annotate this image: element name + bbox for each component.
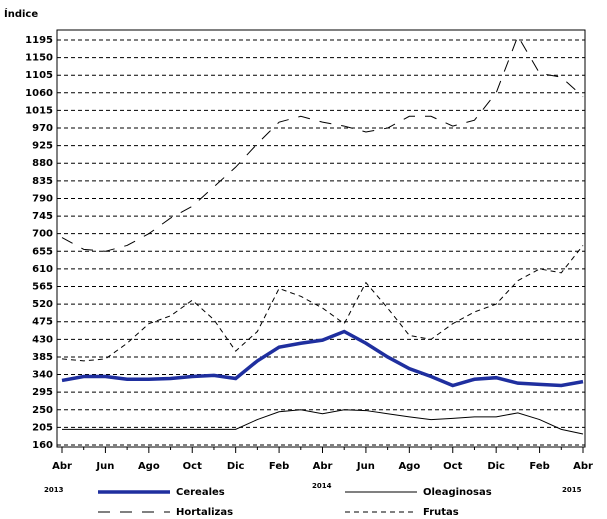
series-line — [61, 34, 584, 252]
y-tick-label: 700 — [32, 229, 53, 240]
x-tick-label: Abr — [52, 461, 72, 472]
x-tick-label: Feb — [529, 461, 549, 472]
x-tick-label: Jun — [95, 461, 114, 472]
y-tick-label: 250 — [32, 405, 53, 416]
y-tick-label: 430 — [32, 334, 53, 345]
y-tick-label: 385 — [32, 352, 53, 363]
year-label: 2014 — [312, 482, 332, 490]
x-tick-label: Jun — [356, 461, 375, 472]
legend-label: Hortalizas — [176, 507, 233, 518]
y-tick-label: 790 — [32, 193, 53, 204]
series-line — [61, 245, 584, 362]
x-tick-label: Abr — [313, 461, 333, 472]
y-tick-label: 295 — [32, 387, 53, 398]
plot-frame — [56, 29, 586, 448]
x-tick-label: Oct — [443, 461, 462, 472]
year-label: 2013 — [44, 486, 64, 494]
y-tick-label: 160 — [32, 440, 53, 451]
y-tick-label: 1150 — [25, 53, 53, 64]
series-line — [62, 409, 584, 435]
x-tick-label: Oct — [183, 461, 202, 472]
y-tick-label: 745 — [32, 211, 53, 222]
y-tick-label: 1105 — [25, 70, 53, 81]
y-tick-label: 835 — [32, 176, 53, 187]
x-tick-label: Ago — [398, 461, 420, 472]
x-tick-label: Dic — [487, 461, 505, 472]
x-tick-label: Feb — [269, 461, 289, 472]
y-tick-label: 340 — [32, 370, 53, 381]
x-tick-label: Abr — [573, 461, 593, 472]
y-tick-label: 880 — [32, 158, 53, 169]
y-tick-label: 1195 — [25, 35, 53, 46]
x-tick-label: Dic — [227, 461, 245, 472]
y-tick-label: 925 — [32, 141, 53, 152]
y-tick-label: 565 — [32, 282, 53, 293]
y-tick-label: 205 — [32, 422, 53, 433]
y-tick-label: 475 — [32, 317, 53, 328]
legend-label: Frutas — [423, 507, 459, 518]
y-tick-label: 1060 — [25, 88, 53, 99]
x-tick-label: Ago — [138, 461, 160, 472]
series-line — [61, 329, 584, 388]
y-tick-label: 1015 — [25, 105, 53, 116]
y-tick-label: 970 — [32, 123, 53, 134]
y-tick-label: 610 — [32, 264, 53, 275]
y-tick-label: 520 — [32, 299, 53, 310]
legend-label: Oleaginosas — [423, 487, 492, 498]
y-tick-label: 655 — [32, 246, 53, 257]
year-label: 2015 — [562, 486, 582, 494]
legend-label: Cereales — [176, 487, 225, 498]
y-axis-label: Índice — [4, 7, 38, 20]
